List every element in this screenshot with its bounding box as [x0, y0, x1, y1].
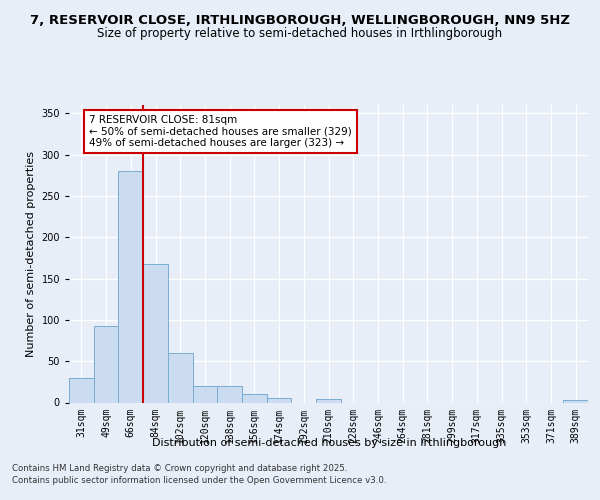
Y-axis label: Number of semi-detached properties: Number of semi-detached properties: [26, 151, 36, 357]
Text: Contains HM Land Registry data © Crown copyright and database right 2025.: Contains HM Land Registry data © Crown c…: [12, 464, 347, 473]
Bar: [316, 399, 341, 402]
Text: 7 RESERVOIR CLOSE: 81sqm
← 50% of semi-detached houses are smaller (329)
49% of : 7 RESERVOIR CLOSE: 81sqm ← 50% of semi-d…: [89, 115, 352, 148]
Bar: [242, 394, 267, 402]
Text: 7, RESERVOIR CLOSE, IRTHLINGBOROUGH, WELLINGBOROUGH, NN9 5HZ: 7, RESERVOIR CLOSE, IRTHLINGBOROUGH, WEL…: [30, 14, 570, 27]
Bar: [94, 326, 118, 402]
Text: Contains public sector information licensed under the Open Government Licence v3: Contains public sector information licen…: [12, 476, 386, 485]
Bar: [118, 171, 143, 402]
Bar: [193, 386, 217, 402]
Bar: [168, 353, 193, 403]
Text: Distribution of semi-detached houses by size in Irthlingborough: Distribution of semi-detached houses by …: [152, 438, 506, 448]
Bar: [143, 264, 168, 402]
Bar: [69, 378, 94, 402]
Bar: [563, 400, 588, 402]
Bar: [217, 386, 242, 402]
Bar: [267, 398, 292, 402]
Text: Size of property relative to semi-detached houses in Irthlingborough: Size of property relative to semi-detach…: [97, 28, 503, 40]
